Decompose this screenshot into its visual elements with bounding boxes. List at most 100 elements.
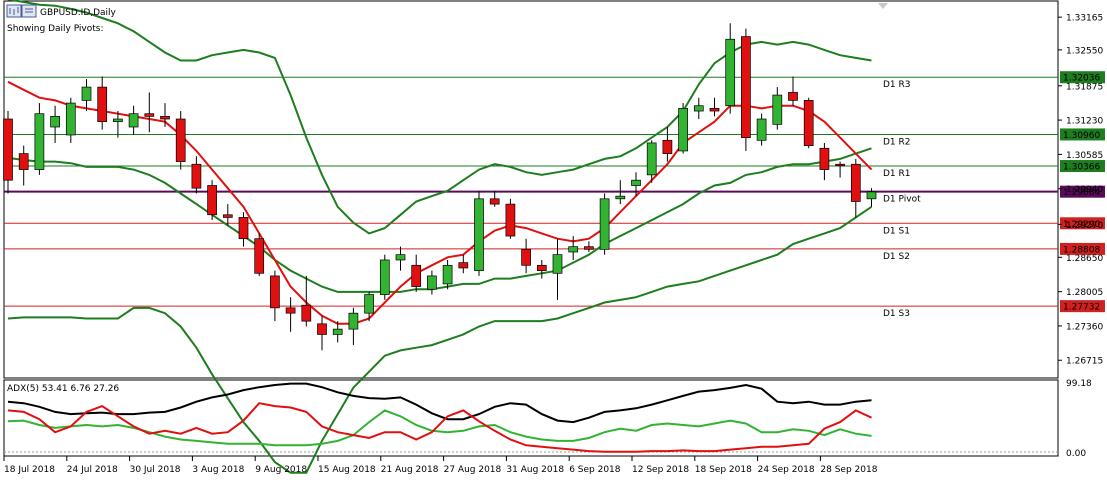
candle	[741, 28, 751, 151]
candle	[18, 145, 29, 186]
candle-body	[803, 100, 814, 146]
candle	[395, 246, 406, 271]
candle-body	[693, 105, 704, 112]
candle	[364, 291, 374, 322]
pivot-line-label: D1 R2	[883, 137, 911, 147]
candle-body	[772, 94, 783, 125]
candle	[819, 142, 830, 181]
adx-label: ADX(5) 53.41 6.76 27.26	[7, 384, 119, 394]
candle	[81, 79, 92, 112]
candle-body	[741, 36, 751, 138]
pivot-line-label: D1 Pivot	[883, 195, 921, 205]
price-axis-label: 1.32550	[1066, 46, 1103, 56]
candle-body	[678, 108, 688, 152]
candle	[191, 156, 202, 194]
candle	[709, 97, 720, 117]
time-axis-label: 21 Aug 2018	[381, 465, 439, 475]
candle-body	[113, 118, 123, 123]
candle-body	[364, 294, 374, 314]
time-axis-label: 27 Aug 2018	[444, 465, 502, 475]
pivot-line-label: D1 S3	[883, 309, 910, 319]
candle-body	[222, 214, 233, 218]
candle-body	[505, 203, 516, 237]
time-axis-label: 18 Sep 2018	[695, 465, 752, 475]
candle-body	[725, 38, 736, 107]
candle	[850, 158, 861, 218]
symbol-icon	[6, 4, 37, 18]
price-axis-label: 1.28005	[1066, 288, 1103, 298]
band-lower-line	[7, 205, 873, 474]
candle	[160, 103, 170, 127]
time-axis-label: 30 Jul 2018	[130, 465, 181, 475]
adx-axis-label: 99.18	[1066, 379, 1092, 389]
pivots-subtitle: Showing Daily Pivots:	[7, 24, 104, 34]
pivot-line-label: D1 R3	[883, 80, 911, 90]
candle	[317, 315, 327, 351]
candle	[128, 105, 139, 135]
candle-body	[238, 217, 249, 240]
price-axis-label: 1.26715	[1066, 357, 1103, 367]
candle-body	[866, 191, 877, 200]
pivot-labels: D1 R3 1.32036 D1 R2 1.30960 D1 R1 1.30366 D1 P…	[883, 71, 1105, 319]
candle	[678, 103, 688, 154]
time-axis: 18 Jul 2018 24 Jul 2018 30 Jul 2018 3 Aug 2…	[3, 456, 878, 475]
candle-body	[207, 185, 217, 216]
candle-body	[411, 264, 422, 287]
candle-body	[584, 246, 594, 250]
pivot-price-tag	[1060, 185, 1105, 198]
band-middle-line	[7, 147, 872, 293]
candle	[568, 236, 579, 260]
candle-body	[144, 113, 155, 117]
pivot-price-tag	[1060, 300, 1105, 313]
candle-body	[835, 163, 845, 167]
candle-body	[646, 142, 657, 176]
time-axis-label: 24 Sep 2018	[758, 465, 815, 475]
candle-body	[81, 86, 92, 101]
candle-body	[160, 116, 170, 120]
candle	[254, 233, 265, 276]
candle-body	[128, 113, 139, 128]
candle-body	[850, 163, 861, 202]
candle-body	[301, 304, 312, 322]
time-axis-label: 6 Sep 2018	[569, 465, 621, 475]
candle	[662, 127, 673, 162]
candle-body	[521, 248, 531, 266]
candle-body	[285, 307, 296, 314]
candle	[615, 180, 626, 205]
candle-body	[788, 92, 798, 101]
candle	[65, 97, 76, 143]
candle-body	[599, 198, 610, 250]
price-axis-label: 1.30585	[1066, 151, 1103, 161]
pivot-price-tag-text: 1.30366	[1063, 163, 1100, 173]
price-axis-label: 1.33165	[1066, 14, 1103, 24]
candle-body	[97, 86, 108, 123]
candle	[270, 270, 280, 322]
candle	[458, 254, 469, 274]
price-axis-label: 1.29940	[1066, 185, 1103, 195]
candle	[379, 254, 390, 300]
candle	[222, 204, 233, 226]
candle-body	[18, 153, 29, 170]
candle	[442, 259, 453, 290]
candle-body	[254, 238, 265, 274]
candle	[646, 140, 657, 183]
chart-shift-marker-icon[interactable]	[878, 3, 888, 9]
adx-lines	[7, 382, 872, 453]
moving-average	[7, 80, 873, 325]
candle	[756, 113, 767, 146]
candle	[97, 76, 108, 130]
time-axis-label: 24 Jul 2018	[67, 465, 118, 475]
candle	[34, 103, 45, 175]
candle-body	[3, 118, 13, 181]
candle	[693, 97, 704, 120]
candle	[521, 238, 531, 274]
price-axis-label: 1.31230	[1066, 117, 1103, 127]
pivot-price-tag-text: 1.32036	[1063, 74, 1100, 84]
candle-body	[427, 275, 437, 290]
time-axis-label: 18 Jul 2018	[4, 465, 55, 475]
candle-body	[191, 163, 202, 189]
candle-body	[474, 198, 484, 271]
candle	[285, 297, 296, 332]
candle	[474, 190, 484, 276]
